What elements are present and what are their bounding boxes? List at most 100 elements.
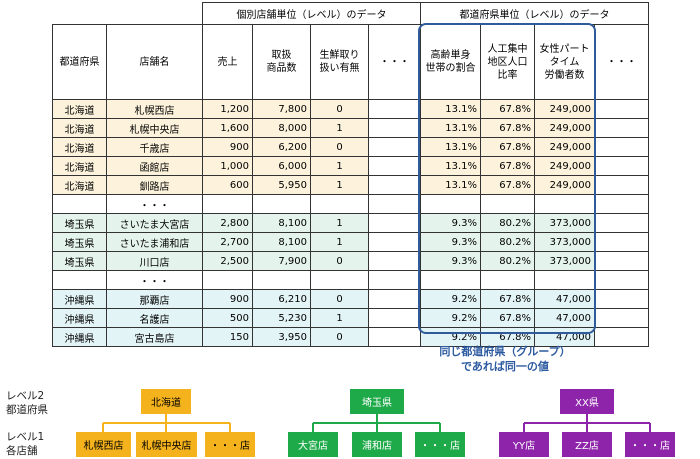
table-cell	[594, 308, 649, 328]
table-cell: 80.2%	[480, 213, 535, 233]
table-cell: 373,000	[534, 232, 595, 252]
table-cell	[594, 175, 649, 195]
data-table: 個別店舗単位（レベル）のデータ 都道府県単位（レベル）のデータ 都道府県 店舗名…	[52, 2, 649, 347]
table-row: 北海道 札幌中央店 1,600 8,000 1 13.1% 67.8% 249,000	[52, 118, 649, 138]
col-header: 取扱 商品数	[252, 24, 311, 100]
table-cell	[594, 232, 649, 252]
table-cell	[594, 327, 649, 347]
table-cell: 373,000	[534, 251, 595, 271]
level1-subtitle: 各店舗	[6, 445, 38, 457]
table-cell: 6,210	[252, 289, 311, 309]
level1-title: レベル1	[6, 431, 45, 443]
table-cell: 13.1%	[420, 175, 481, 195]
table-cell: 1	[310, 118, 369, 138]
table-cell: 沖縄県	[52, 289, 107, 309]
table-cell: 150	[202, 327, 253, 347]
table-cell	[310, 270, 369, 290]
table-cell: 埼玉県	[52, 213, 107, 233]
node-store: ZZ店	[562, 432, 612, 457]
table-cell: 3,950	[252, 327, 311, 347]
table-cell: 7,800	[252, 99, 311, 119]
table-cell: 67.8%	[480, 99, 535, 119]
table-cell	[368, 156, 421, 176]
col-header: 女性パート タイム 労働者数	[534, 24, 595, 100]
table-cell: 0	[310, 327, 369, 347]
table-cell: 9.3%	[420, 213, 481, 233]
ellipsis-mark: ・・・	[106, 270, 203, 290]
table-cell: 2,700	[202, 232, 253, 252]
node-store: 大宮店	[288, 432, 338, 457]
col-header: 店舗名	[106, 24, 203, 100]
node-saitama: 埼玉県	[350, 389, 404, 414]
table-cell: 1,000	[202, 156, 253, 176]
table-cell: 9.2%	[420, 289, 481, 309]
node-store: ・・・店	[625, 432, 675, 457]
table-row: 北海道 札幌西店 1,200 7,800 0 13.1% 67.8% 249,000	[52, 99, 649, 119]
table-cell: 9.2%	[420, 308, 481, 328]
note-line-1: 同じ都道府県（グループ）	[439, 345, 571, 358]
table-cell	[594, 194, 649, 214]
ellipsis-mark: ・・・	[106, 194, 203, 214]
node-store: 札幌中央店	[136, 432, 197, 457]
table-cell	[534, 270, 595, 290]
table-cell	[594, 251, 649, 271]
table-cell: 0	[310, 99, 369, 119]
table-cell: 80.2%	[480, 251, 535, 271]
table-cell	[310, 194, 369, 214]
table-cell: 249,000	[534, 137, 595, 157]
table-cell: 9.3%	[420, 251, 481, 271]
table-cell: 北海道	[52, 99, 107, 119]
note-line-2: であれば同一の値	[461, 360, 549, 373]
table-cell	[368, 327, 421, 347]
table-cell: 7,900	[252, 251, 311, 271]
table-cell: 沖縄県	[52, 308, 107, 328]
level2-subtitle: 都道府県	[6, 404, 48, 416]
table-cell	[252, 270, 311, 290]
pref-level-highlight-frame	[418, 23, 596, 334]
node-store: 札幌西店	[76, 432, 131, 457]
table-cell	[368, 232, 421, 252]
level2-title: レベル2	[6, 390, 45, 402]
table-row: 北海道 釧路店 600 5,950 1 13.1% 67.8% 249,000	[52, 175, 649, 195]
col-header: ・・・	[368, 24, 421, 100]
table-cell: 6,000	[252, 156, 311, 176]
table-cell: さいたま浦和店	[106, 232, 203, 252]
table-cell	[594, 118, 649, 138]
table-cell	[420, 270, 481, 290]
table-cell: 600	[202, 175, 253, 195]
table-cell: 宮古島店	[106, 327, 203, 347]
table-cell: 47,000	[534, 308, 595, 328]
table-cell: 5,950	[252, 175, 311, 195]
table-cell	[368, 137, 421, 157]
table-cell: 1	[310, 175, 369, 195]
table-cell: 埼玉県	[52, 251, 107, 271]
table-cell: 900	[202, 137, 253, 157]
table-cell: 北海道	[52, 137, 107, 157]
table-row: 北海道 千歳店 900 6,200 0 13.1% 67.8% 249,000	[52, 137, 649, 157]
table-cell	[368, 251, 421, 271]
table-row: 沖縄県 宮古島店 150 3,950 0 9.2% 67.8% 47,000	[52, 327, 649, 347]
table-cell: 5,230	[252, 308, 311, 328]
table-cell: 函館店	[106, 156, 203, 176]
table-cell	[368, 289, 421, 309]
level1-label: レベル1 各店舗	[6, 430, 44, 458]
table-cell	[368, 194, 421, 214]
table-cell: 北海道	[52, 175, 107, 195]
table-cell: 249,000	[534, 175, 595, 195]
table-row: 埼玉県 さいたま大宮店 2,800 8,100 1 9.3% 80.2% 373,000	[52, 213, 649, 233]
node-store: 浦和店	[352, 432, 402, 457]
table-cell: 1	[310, 232, 369, 252]
col-header: 都道府県	[52, 24, 107, 100]
table-cell: 那覇店	[106, 289, 203, 309]
node-store: ・・・店	[415, 432, 465, 457]
table-cell: 6,200	[252, 137, 311, 157]
table-cell: 8,100	[252, 232, 311, 252]
same-value-note: 同じ都道府県（グループ） であれば同一の値	[400, 344, 610, 374]
node-store: ・・・店	[205, 432, 255, 457]
table-cell: 373,000	[534, 213, 595, 233]
table-cell	[368, 270, 421, 290]
table-row: 埼玉県 さいたま浦和店 2,700 8,100 1 9.3% 80.2% 373,000	[52, 232, 649, 252]
table-cell	[368, 213, 421, 233]
table-cell: 80.2%	[480, 232, 535, 252]
table-cell	[202, 194, 253, 214]
